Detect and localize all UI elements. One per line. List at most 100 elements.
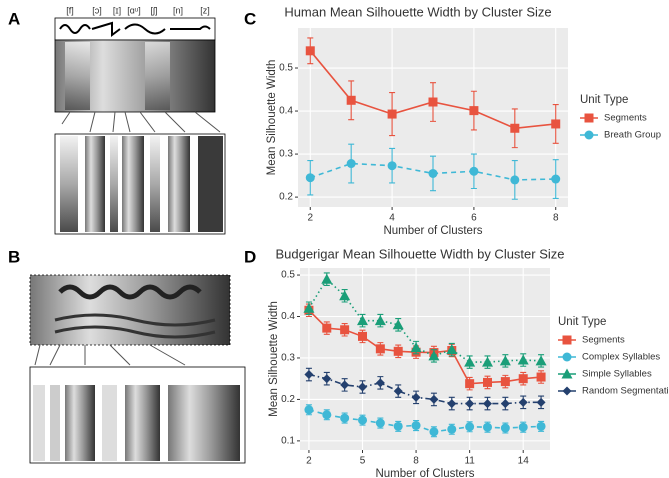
- point: [303, 302, 315, 313]
- point: [304, 405, 314, 415]
- x-tick-label: 5: [360, 456, 366, 467]
- point: [510, 123, 520, 133]
- point: [518, 374, 528, 384]
- point: [518, 422, 528, 432]
- point: [393, 346, 403, 356]
- point: [465, 379, 475, 389]
- point: [340, 413, 350, 423]
- point: [374, 315, 386, 326]
- legend-label: Breath Group: [604, 130, 661, 141]
- point: [500, 377, 510, 387]
- legend-title: Unit Type: [558, 316, 606, 328]
- point: [469, 106, 479, 116]
- spectrogram-b: [29, 274, 246, 464]
- series: [303, 272, 547, 369]
- x-tick-label: 2: [307, 213, 313, 224]
- point: [447, 399, 457, 409]
- phoneme-label: [ɑᵘ]: [127, 5, 140, 15]
- point: [483, 377, 492, 387]
- point: [517, 354, 529, 365]
- point: [387, 161, 397, 171]
- point: [322, 323, 332, 333]
- y-tick-label: 0.2: [279, 192, 293, 203]
- point: [358, 331, 367, 341]
- legend-label: Simple Syllables: [582, 369, 652, 380]
- y-tick-label: 0.5: [281, 270, 295, 281]
- point: [410, 342, 422, 353]
- point: [305, 46, 315, 56]
- y-tick-label: 0.2: [281, 394, 295, 405]
- point: [346, 159, 356, 169]
- phoneme-label: [f]: [66, 5, 74, 15]
- x-axis-label: Number of Clusters: [375, 468, 474, 478]
- point: [392, 319, 404, 330]
- plot-background: [300, 268, 550, 450]
- legend-label: Segments: [604, 113, 647, 124]
- y-axis-label: Mean Silhouette Width: [268, 301, 280, 417]
- panel-label: C: [244, 9, 256, 28]
- y-axis-label: Mean Silhouette Width: [266, 60, 278, 176]
- x-tick-label: 6: [471, 213, 477, 224]
- point: [428, 168, 438, 178]
- chart-title: Human Mean Silhouette Width by Cluster S…: [284, 4, 551, 19]
- point: [358, 382, 367, 392]
- x-tick-label: 4: [389, 213, 395, 224]
- legend-title: Unit Type: [580, 94, 628, 106]
- phoneme-label: [z]: [200, 5, 210, 15]
- point: [305, 173, 315, 183]
- point: [357, 315, 368, 326]
- x-tick-label: 11: [464, 456, 475, 467]
- point: [536, 421, 546, 431]
- point: [429, 394, 439, 404]
- point: [551, 174, 561, 184]
- point: [499, 355, 511, 366]
- point: [535, 355, 547, 366]
- point: [411, 392, 421, 402]
- point: [375, 378, 385, 388]
- legend-key: [584, 113, 594, 123]
- point: [346, 95, 356, 105]
- point: [387, 109, 397, 119]
- point: [483, 422, 492, 432]
- legend-label: Segments: [582, 335, 625, 346]
- point: [428, 350, 440, 361]
- point: [322, 410, 332, 420]
- x-tick-label: 8: [413, 456, 419, 467]
- legend-key: [562, 335, 572, 345]
- spectrogram-a: [54, 17, 226, 235]
- legend-key: [562, 386, 572, 396]
- x-tick-label: 8: [553, 213, 559, 224]
- legend-label: Complex Syllables: [582, 352, 660, 363]
- point: [465, 399, 475, 409]
- series: [304, 404, 546, 438]
- x-axis-label: Number of Clusters: [383, 225, 482, 237]
- point: [428, 97, 438, 107]
- panel-label: A: [8, 9, 20, 28]
- phoneme-label: [ɔ]: [92, 5, 102, 15]
- point: [340, 325, 350, 335]
- point: [536, 372, 546, 382]
- point: [464, 356, 476, 367]
- point: [510, 175, 520, 185]
- point: [536, 397, 546, 407]
- point: [375, 418, 385, 428]
- point: [500, 399, 510, 409]
- point: [483, 399, 492, 409]
- point: [321, 273, 333, 284]
- point: [465, 422, 475, 432]
- y-tick-label: 0.3: [279, 149, 293, 160]
- point: [446, 344, 458, 355]
- panel-label: D: [244, 247, 256, 266]
- legend-key: [561, 368, 573, 379]
- point: [340, 380, 350, 390]
- point: [411, 421, 421, 431]
- point: [429, 427, 439, 437]
- legend-label: Random Segmentation: [582, 386, 669, 397]
- series: [304, 367, 546, 411]
- point: [322, 374, 332, 384]
- x-tick-label: 2: [306, 456, 312, 467]
- point: [393, 421, 403, 431]
- phoneme-label: [ʃ]: [150, 5, 157, 15]
- point: [551, 119, 561, 129]
